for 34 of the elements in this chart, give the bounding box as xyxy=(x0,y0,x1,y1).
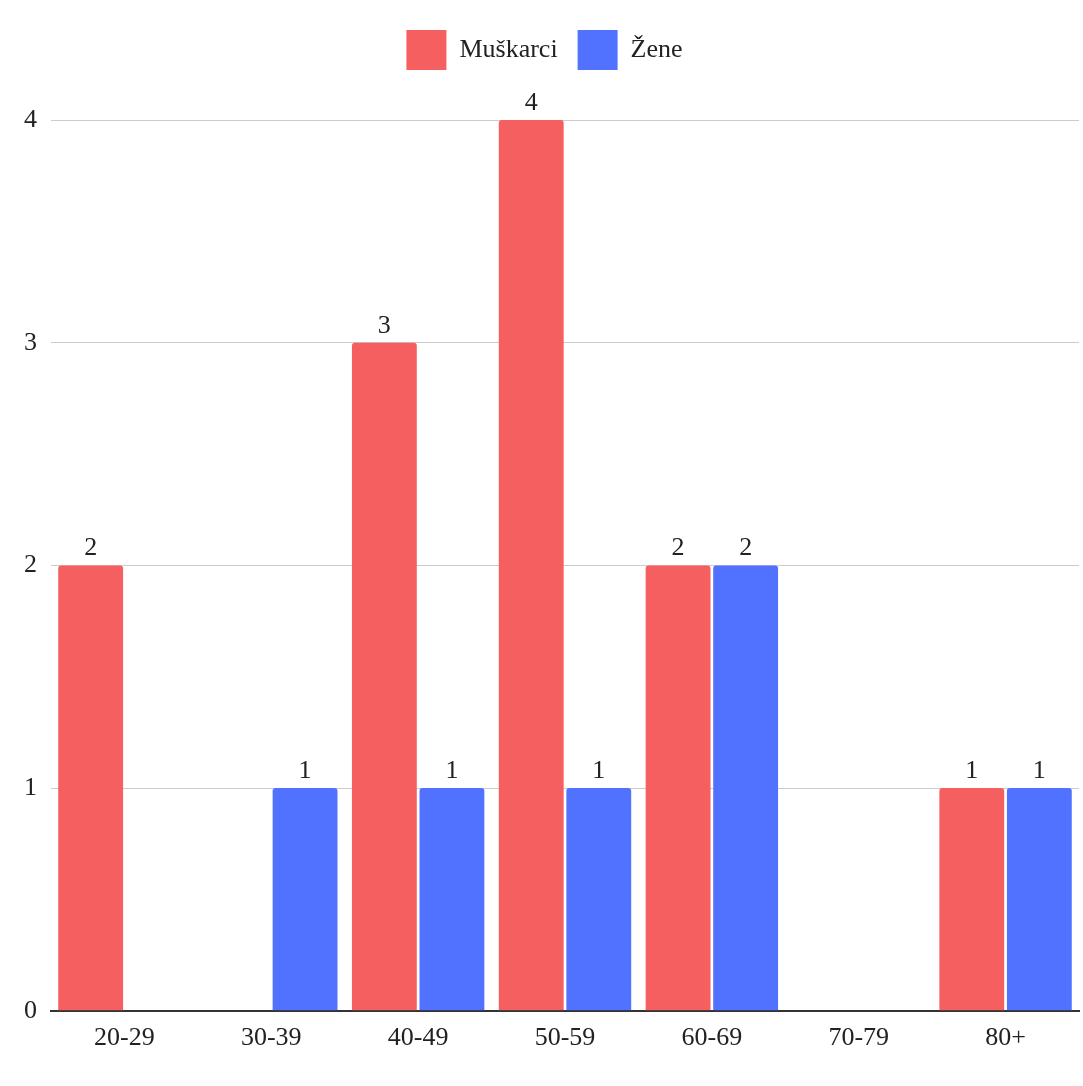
data-label: 1 xyxy=(298,754,312,784)
x-tick-label: 30-39 xyxy=(240,1022,302,1052)
x-tick-label: 80+ xyxy=(985,1022,1026,1052)
y-tick-label: 1 xyxy=(24,771,37,801)
x-tick-label: 50-59 xyxy=(534,1022,596,1052)
y-tick-label: 0 xyxy=(24,994,37,1024)
y-tick-label: 3 xyxy=(24,326,37,356)
bar xyxy=(272,788,338,1011)
bar xyxy=(713,565,779,1011)
data-label: 1 xyxy=(965,754,979,784)
data-label: 1 xyxy=(445,754,459,784)
x-tick-label: 20-29 xyxy=(94,1022,155,1052)
bar xyxy=(645,565,711,1011)
bar xyxy=(498,120,564,1011)
x-tick-label: 40-49 xyxy=(387,1022,449,1052)
bar xyxy=(566,788,632,1011)
bar xyxy=(939,788,1005,1011)
data-label: 3 xyxy=(377,309,391,339)
x-tick-label: 70-79 xyxy=(828,1022,890,1052)
bar xyxy=(1006,788,1072,1011)
x-tick-label: 60-69 xyxy=(681,1022,743,1052)
data-label: 2 xyxy=(84,532,98,562)
data-label: 4 xyxy=(524,86,538,116)
legend-label: Muškarci xyxy=(459,33,558,63)
data-label: 1 xyxy=(592,754,606,784)
y-tick-label: 2 xyxy=(24,549,37,579)
bar xyxy=(351,342,417,1011)
bar xyxy=(58,565,124,1011)
data-label: 1 xyxy=(1032,754,1046,784)
bar xyxy=(419,788,485,1011)
y-tick-label: 4 xyxy=(24,103,37,133)
data-label: 2 xyxy=(739,532,753,562)
data-label: 2 xyxy=(671,532,685,562)
legend-label: Žene xyxy=(630,33,683,63)
